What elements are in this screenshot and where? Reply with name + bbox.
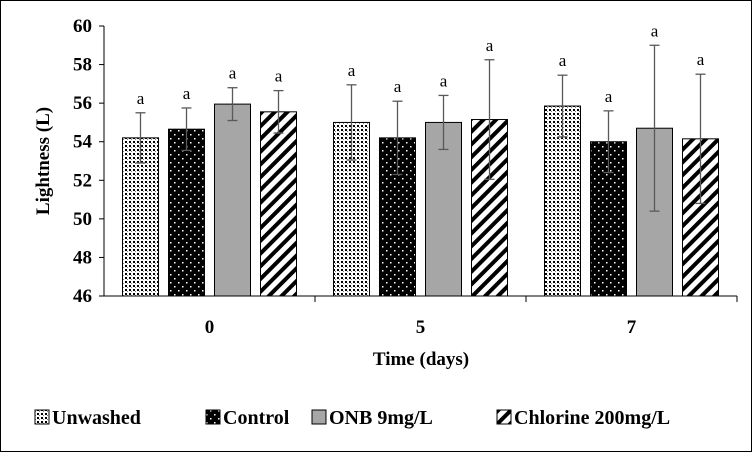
significance-label: a [697, 50, 705, 69]
y-tick-label: 46 [73, 286, 92, 307]
legend-item: Control [205, 407, 290, 429]
y-tick-label: 54 [73, 132, 93, 153]
legend-swatch [311, 409, 327, 425]
legend: Unwashed Control ONB 9mg/L Chlorine 200mg/L [34, 407, 670, 429]
x-axis-title: Time (days) [373, 349, 469, 370]
legend-label: Control [223, 407, 290, 429]
significance-label: a [440, 71, 448, 90]
plot-area: 46 48 50 52 54 56 58 60 0 5 7 a a a a a a a a a a a a [73, 16, 738, 338]
y-tick-label: 48 [73, 247, 92, 268]
significance-label: a [559, 51, 567, 70]
legend-swatch [205, 409, 221, 425]
significance-label: a [137, 89, 145, 108]
bar [122, 137, 159, 297]
legend-label: Chlorine 200mg/L [514, 407, 670, 429]
y-tick-label: 58 [73, 55, 92, 76]
y-tick-label: 52 [73, 170, 92, 191]
legend-label: Unwashed [52, 407, 141, 429]
bar [214, 103, 251, 297]
bar [425, 121, 462, 297]
legend-item: Unwashed [34, 407, 141, 429]
significance-label: a [486, 36, 494, 55]
legend-swatch [34, 409, 50, 425]
bar [168, 128, 205, 297]
significance-label: a [229, 64, 237, 83]
bar [544, 105, 581, 297]
significance-label: a [605, 87, 613, 106]
legend-swatch [496, 409, 512, 425]
legend-item: Chlorine 200mg/L [496, 407, 670, 429]
bar [260, 111, 297, 297]
y-tick-label: 60 [73, 16, 92, 37]
x-tick-label: 7 [627, 317, 637, 338]
significance-label: a [275, 67, 283, 86]
significance-label: a [183, 84, 191, 103]
y-axis-title: Lightness (L) [33, 107, 54, 215]
y-tick-label: 56 [73, 93, 92, 114]
legend-label: ONB 9mg/L [329, 407, 433, 429]
y-tick-label: 50 [73, 209, 92, 230]
legend-item: ONB 9mg/L [311, 407, 433, 429]
x-tick-label: 5 [416, 317, 426, 338]
x-tick-label: 0 [205, 317, 215, 338]
significance-label: a [394, 77, 402, 96]
significance-label: a [348, 61, 356, 80]
significance-label: a [651, 21, 659, 40]
